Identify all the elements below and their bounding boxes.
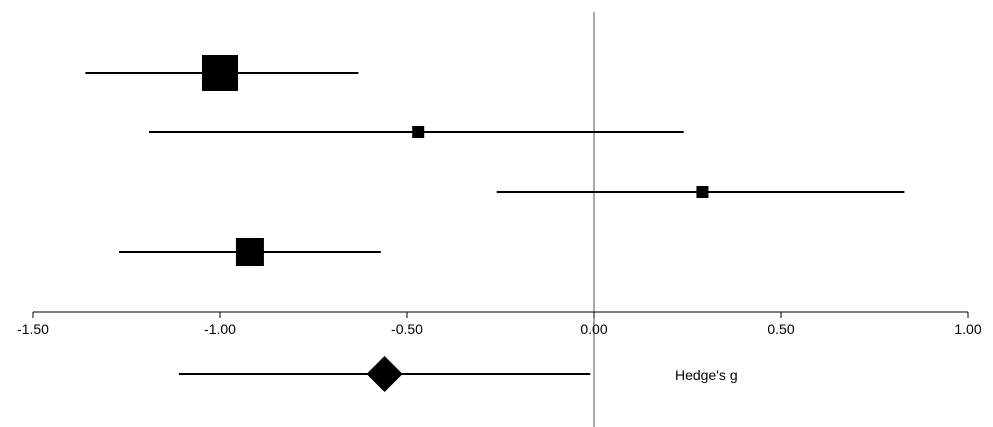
x-tick-label: -1.50 [17,321,49,337]
study-point-estimate [412,126,425,138]
study-point-estimate [235,238,264,266]
x-tick-label: 1.00 [954,321,981,337]
study-estimates [85,55,905,266]
x-axis-title: Hedge's g [675,367,738,383]
study-point-estimate [696,186,709,198]
study-point-estimate [202,55,238,91]
x-axis-ticks: -1.50 -1.00 -0.50 0.00 0.50 1.00 [17,312,982,337]
x-tick-label: -1.00 [204,321,236,337]
pooled-estimate [178,356,591,392]
x-axis: -1.50 -1.00 -0.50 0.00 0.50 1.00 [17,311,982,337]
x-tick-label: 0.00 [580,321,607,337]
pooled-diamond [366,356,403,392]
x-tick-label: -0.50 [391,321,423,337]
x-tick-label: 0.50 [767,321,794,337]
